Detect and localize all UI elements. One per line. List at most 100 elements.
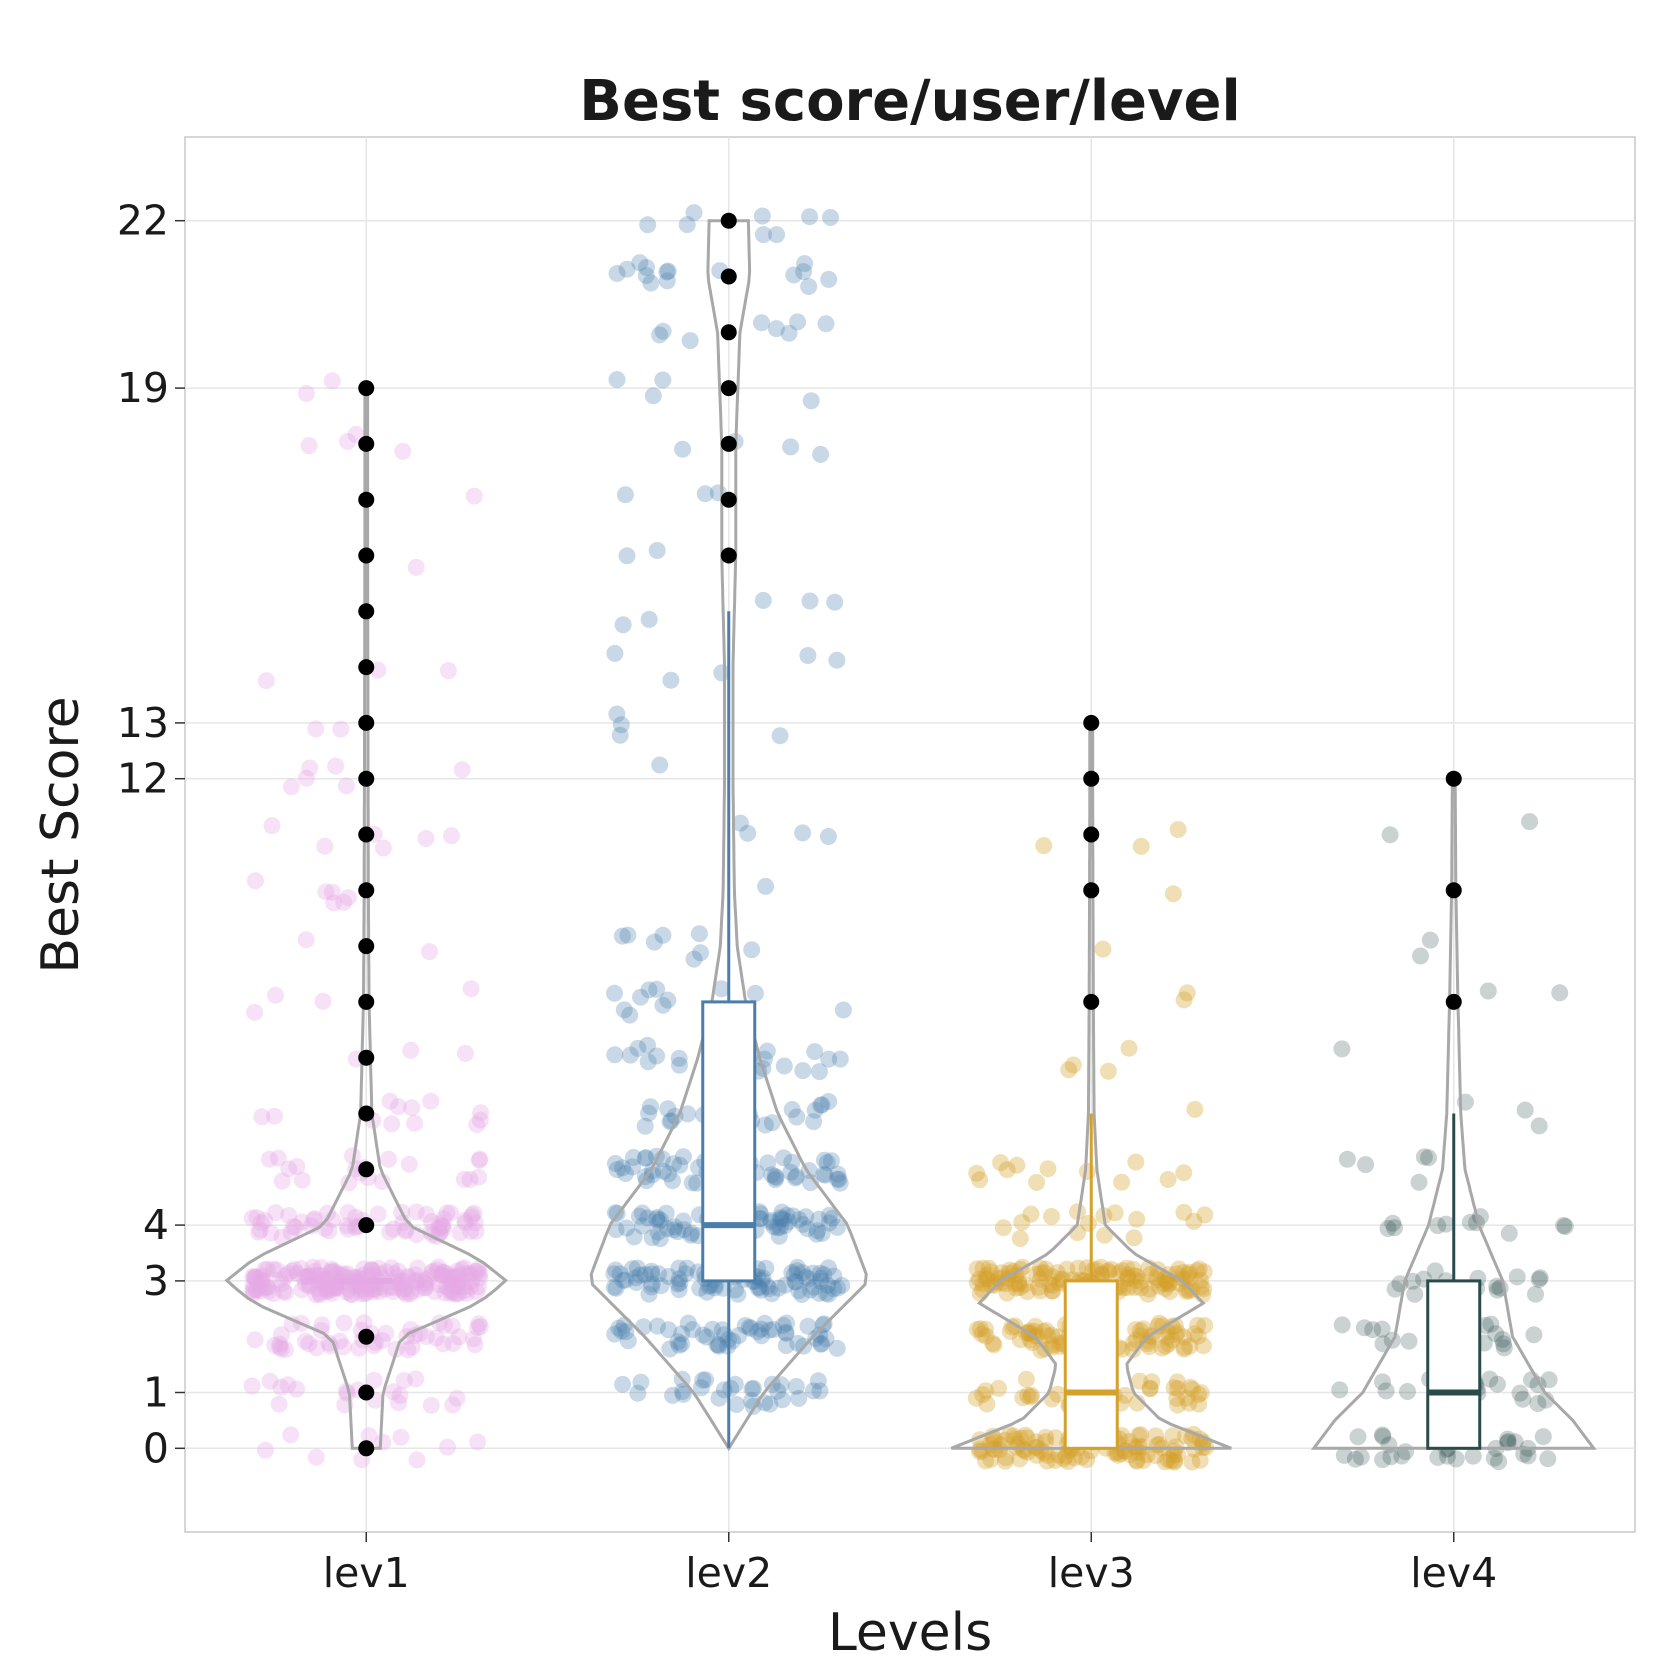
jitter-point	[1556, 1218, 1574, 1235]
jitter-point	[809, 1222, 826, 1240]
jitter-point	[651, 1230, 669, 1248]
jitter-point	[1529, 1395, 1547, 1412]
jitter-point	[307, 1448, 325, 1466]
jitter-point	[308, 1339, 325, 1357]
jitter-point	[758, 1042, 776, 1060]
jitter-point	[630, 1207, 648, 1225]
jitter-point	[639, 1209, 657, 1227]
jitter-point	[643, 1275, 661, 1293]
jitter-point	[1400, 1332, 1418, 1350]
jitter-point	[810, 1210, 828, 1228]
jitter-point	[970, 1270, 988, 1288]
jitter-point	[1404, 1272, 1422, 1290]
jitter-point	[1022, 1205, 1040, 1223]
jitter-point	[977, 1382, 995, 1400]
jitter-point	[443, 827, 460, 845]
jitter-point	[1531, 1269, 1549, 1287]
jitter-point	[277, 1341, 294, 1359]
jitter-point	[617, 1165, 634, 1182]
jitter-point	[461, 1171, 479, 1188]
jitter-point	[343, 1286, 361, 1304]
jitter-point	[794, 824, 812, 842]
jitter-point	[1148, 1268, 1165, 1286]
jitter-point	[608, 371, 626, 389]
jitter-point	[384, 1283, 402, 1301]
jitter-point	[299, 1267, 317, 1285]
jitter-point	[674, 1385, 692, 1403]
jitter-point	[1084, 1261, 1102, 1279]
jitter-point	[422, 1092, 440, 1110]
jitter-point	[828, 1339, 846, 1357]
jitter-point	[325, 894, 343, 912]
jitter-point	[760, 1321, 778, 1339]
jitter-point	[293, 1171, 311, 1189]
x-tick-label: lev2	[685, 1549, 772, 1597]
jitter-point	[1168, 1324, 1186, 1341]
jitter-point	[740, 1318, 758, 1336]
jitter-point	[1155, 1275, 1173, 1292]
jitter-point	[1128, 1451, 1146, 1469]
jitter-point	[811, 1264, 829, 1282]
jitter-point	[380, 1150, 398, 1168]
jitter-point	[752, 1281, 770, 1299]
jitter-point	[1374, 1426, 1391, 1444]
jitter-point	[271, 1338, 289, 1356]
jitter-point	[370, 1259, 388, 1277]
jitter-point	[385, 1265, 403, 1283]
jitter-point	[1180, 1263, 1198, 1281]
jitter-point	[638, 259, 655, 276]
jitter-point	[1118, 1259, 1136, 1277]
jitter-point	[297, 769, 315, 787]
jitter-point	[658, 272, 676, 290]
jitter-point	[435, 1210, 453, 1228]
jitter-point	[1192, 1384, 1210, 1402]
jitter-point	[422, 1223, 440, 1241]
jitter-point	[752, 1205, 770, 1223]
jitter-point	[980, 1259, 998, 1277]
jitter-point	[788, 1262, 806, 1280]
jitter-point	[1125, 1267, 1143, 1285]
jitter-point	[392, 1271, 410, 1289]
jitter-point	[813, 1096, 831, 1114]
jitter-point	[1047, 1429, 1065, 1447]
jitter-point	[1527, 1285, 1544, 1303]
jitter-point	[1147, 1427, 1165, 1445]
jitter-point	[614, 616, 632, 634]
jitter-point	[250, 1223, 268, 1241]
jitter-point	[637, 1149, 655, 1167]
jitter-point	[982, 1263, 1000, 1281]
jitter-point	[691, 1279, 709, 1297]
jitter-point	[658, 263, 676, 281]
jitter-point	[823, 1209, 841, 1227]
jitter-point	[1115, 1442, 1133, 1460]
jitter-point	[660, 1321, 677, 1339]
jitter-point	[406, 1272, 424, 1290]
jitter-point	[1178, 1280, 1196, 1298]
jitter-point	[314, 1271, 332, 1289]
jitter-point	[282, 778, 300, 796]
jitter-point	[671, 1274, 689, 1292]
jitter-point	[258, 1278, 276, 1296]
jitter-point	[825, 1280, 843, 1298]
jitter-point	[468, 1116, 486, 1134]
jitter-point	[1147, 1447, 1165, 1465]
jitter-point	[287, 1219, 305, 1237]
jitter-point	[248, 1281, 266, 1299]
jitter-point	[456, 1044, 474, 1062]
jitter-point	[606, 984, 623, 1002]
jitter-point	[305, 1211, 323, 1229]
jitter-point	[327, 1279, 345, 1297]
panel-background	[184, 136, 1636, 1533]
jitter-point	[251, 1221, 269, 1239]
jitter-point	[1043, 1282, 1061, 1300]
jitter-point	[1153, 1339, 1171, 1357]
jitter-point	[1148, 1271, 1166, 1289]
jitter-point	[971, 1320, 989, 1338]
jitter-point	[831, 1050, 849, 1068]
jitter-point	[1393, 1447, 1411, 1465]
jitter-point	[301, 1275, 319, 1293]
jitter-point	[651, 326, 669, 344]
jitter-point	[293, 1281, 311, 1299]
jitter-point	[369, 1205, 387, 1223]
jitter-point	[1131, 1322, 1149, 1340]
